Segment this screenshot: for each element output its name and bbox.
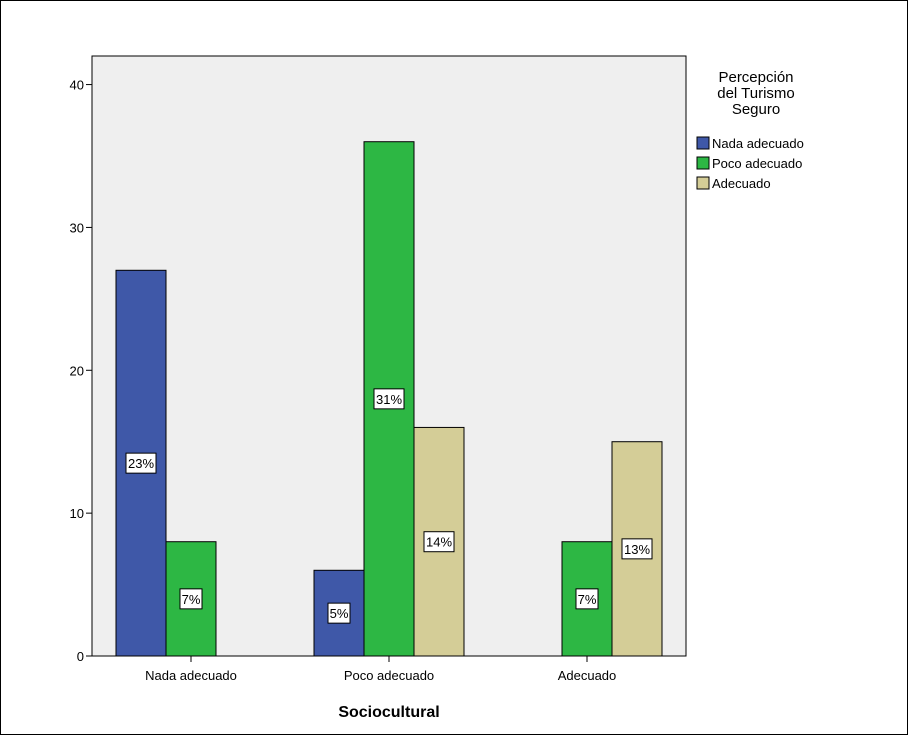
legend-title: Percepción	[718, 69, 793, 86]
y-tick-label: 30	[70, 220, 84, 235]
x-axis-title: Sociocultural	[338, 704, 439, 721]
data-label-box	[621, 538, 653, 560]
x-axis: Nada adecuado Poco adecuado Adecuado	[145, 656, 616, 683]
y-tick-label: 10	[70, 506, 84, 521]
data-label: 7%	[578, 592, 597, 607]
data-label-box	[179, 588, 203, 610]
legend-entry: Poco adecuado	[712, 156, 802, 171]
y-tick-label: 40	[70, 78, 84, 93]
legend-entry: Nada adecuado	[712, 136, 804, 151]
x-tick-label: Poco adecuado	[344, 668, 434, 683]
x-tick-label: Nada adecuado	[145, 668, 237, 683]
data-label: 23%	[128, 456, 154, 471]
legend-entry: Adecuado	[712, 176, 771, 191]
data-label-box	[575, 588, 599, 610]
data-label: 13%	[624, 542, 650, 557]
x-tick-label: Adecuado	[558, 668, 617, 683]
data-label: 5%	[330, 606, 349, 621]
data-label-box	[327, 602, 351, 624]
legend-swatch	[696, 156, 710, 170]
y-tick-label: 0	[77, 649, 84, 664]
data-label: 7%	[182, 592, 201, 607]
y-axis: 0 10 20 30 40	[70, 78, 92, 664]
data-label-box	[423, 531, 455, 553]
legend-title: del Turismo	[717, 85, 795, 102]
legend-swatch	[696, 136, 710, 150]
data-label: 31%	[376, 392, 402, 407]
data-label-box	[125, 452, 157, 474]
y-tick-label: 20	[70, 363, 84, 378]
data-label-box	[373, 388, 405, 410]
legend-swatch	[696, 176, 710, 190]
data-label: 14%	[426, 535, 452, 550]
bars: 23% 7% 5% 31% 14% 7% 13%	[115, 141, 663, 657]
legend-title: Seguro	[732, 101, 780, 118]
